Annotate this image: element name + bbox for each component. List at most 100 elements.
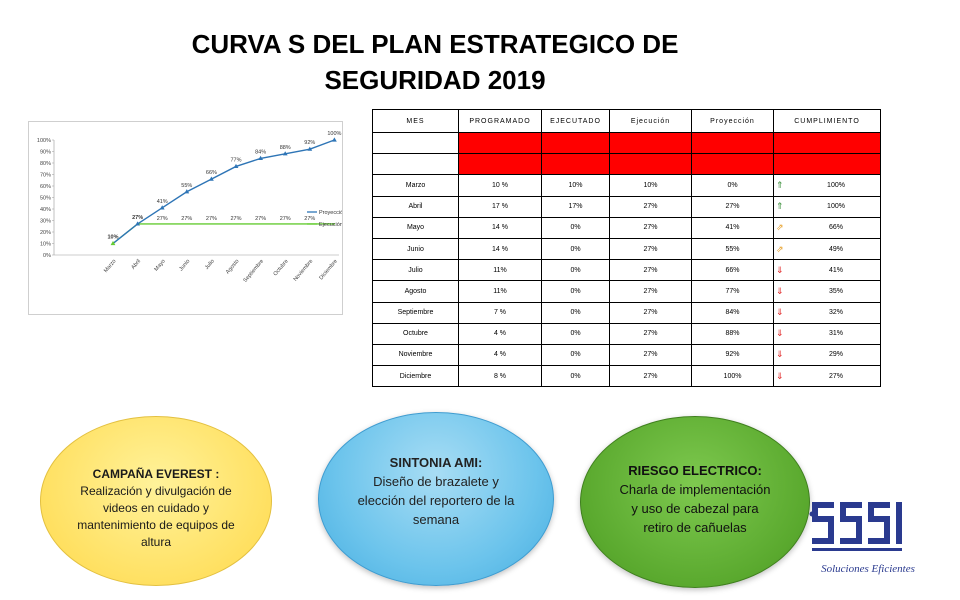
proyeccion-data-label: 84% <box>255 149 266 155</box>
ejecucion-data-label: 27% <box>230 216 241 222</box>
y-tick-label: 60% <box>40 184 51 190</box>
cumplimiento-value: 66% <box>828 224 843 232</box>
highlight-cell <box>773 153 881 176</box>
y-tick-label: 50% <box>40 196 51 202</box>
cell-cumplimiento: ⇓ 31% <box>773 322 881 345</box>
cell-proyeccion: 0% <box>691 174 774 197</box>
cumplimiento-wrap: ⇓ 29% <box>775 349 880 360</box>
cumplimiento-wrap: ⇑ 100% <box>775 180 880 190</box>
cell-ejecutado: 0% <box>541 280 610 303</box>
x-tick-label: Noviembre <box>293 258 315 282</box>
cell-mes: Julio <box>372 259 459 282</box>
cumplimiento-wrap: ⇓ 31% <box>775 329 880 338</box>
cumplimiento-value: 31% <box>828 330 843 338</box>
highlight-cell <box>372 153 459 176</box>
cell-ejecucion: 27% <box>609 195 692 218</box>
highlight-cell <box>458 131 542 155</box>
cell-ejecutado: 0% <box>541 365 610 388</box>
series-proyeccion-point <box>233 163 239 169</box>
cell-mes: Mayo <box>372 216 459 239</box>
header-proyeccion: Proyección <box>691 109 774 133</box>
bubble-riesgo-electrico: RIESGO ELECTRICO: Charla de implementaci… <box>580 416 810 588</box>
highlight-cell <box>691 131 774 155</box>
compliance-table: MES PROGRAMADO EJECUTADO Ejecución Proyecció… <box>372 109 881 388</box>
cell-ejecutado: 0% <box>541 322 610 345</box>
cell-cumplimiento: ⇗ 66% <box>773 216 881 239</box>
cell-mes: Junio <box>372 237 459 261</box>
cell-programado: 8 % <box>458 365 542 388</box>
cumplimiento-wrap: ⇓ 35% <box>775 286 880 296</box>
ejecucion-data-label: 27% <box>181 216 192 222</box>
x-tick-label: Julio <box>204 258 216 271</box>
cell-ejecucion: 27% <box>609 280 692 303</box>
table-row: Diciembre 8 % 0% 27% 100% ⇓ 27% <box>372 365 881 388</box>
table-row: Julio 11% 0% 27% 66% ⇓ 41% <box>372 259 881 282</box>
cell-proyeccion: 66% <box>691 259 774 282</box>
series-proyeccion-point <box>258 155 263 160</box>
table-row: Marzo 10 % 10% 10% 0% ⇑ 100% <box>372 174 881 197</box>
series-proyeccion-point <box>159 205 165 210</box>
cell-programado: 14 % <box>458 216 542 239</box>
cumplimiento-wrap: ⇓ 32% <box>775 308 880 317</box>
bubble-heading: CAMPAÑA EVEREST : <box>92 466 220 481</box>
cumplimiento-value: 29% <box>828 351 843 359</box>
cell-cumplimiento: ⇓ 41% <box>773 259 881 282</box>
cell-ejecutado: 0% <box>541 259 610 282</box>
y-tick-label: 100% <box>37 138 51 144</box>
x-tick-label: Diciembre <box>318 258 339 281</box>
proyeccion-data-label: 88% <box>280 145 291 151</box>
highlight-cell <box>691 153 774 176</box>
cell-programado: 7 % <box>458 301 542 324</box>
series-proyeccion-point <box>135 221 140 226</box>
series-proyeccion-point <box>184 189 190 194</box>
arrow-diag-icon: ⇗ <box>776 243 784 254</box>
y-tick-label: 40% <box>40 207 51 213</box>
proyeccion-data-label: 92% <box>304 140 315 146</box>
proyeccion-data-label: 100% <box>327 131 341 137</box>
cell-ejecucion: 27% <box>609 259 692 282</box>
cell-ejecutado: 17% <box>541 195 610 218</box>
ejecucion-data-label: 27% <box>280 216 291 222</box>
cell-ejecucion: 27% <box>609 365 692 388</box>
cell-proyeccion: 55% <box>691 237 774 261</box>
series-proyeccion-line <box>112 139 335 245</box>
cell-mes: Noviembre <box>372 343 459 367</box>
title-line-2: SEGURIDAD 2019 <box>324 65 546 95</box>
bubble-heading: SINTONIA AMI: <box>389 455 483 470</box>
header-cumplimiento: CUMPLIMIENTO <box>773 109 881 133</box>
cell-mes: Agosto <box>372 280 459 303</box>
table-body: MES PROGRAMADO EJECUTADO Ejecución Proyecció… <box>372 109 881 388</box>
highlight-cell <box>541 153 610 176</box>
highlight-cell <box>609 153 692 176</box>
cell-ejecucion: 27% <box>609 322 692 345</box>
cell-mes: Septiembre <box>372 301 459 324</box>
ejecucion-data-label: 27% <box>304 216 315 222</box>
cell-ejecucion: 27% <box>609 216 692 239</box>
y-tick-label: 30% <box>40 219 51 225</box>
highlight-row <box>372 131 881 155</box>
bubble-body: Realización y divulgación de videos en c… <box>77 483 235 549</box>
x-tick-label: Marzo <box>103 258 117 274</box>
cumplimiento-wrap: ⇓ 41% <box>775 264 880 275</box>
cell-ejecutado: 10% <box>541 174 610 197</box>
cell-cumplimiento: ⇓ 35% <box>773 280 881 303</box>
table-row: Noviembre 4 % 0% 27% 92% ⇓ 29% <box>372 343 881 367</box>
cell-programado: 10 % <box>458 174 542 197</box>
arrow-down-icon: ⇓ <box>776 349 784 360</box>
cell-programado: 4 % <box>458 343 542 367</box>
cell-ejecutado: 0% <box>541 301 610 324</box>
ejecucion-data-label: 27% <box>206 216 217 222</box>
x-tick-label: Abril <box>130 258 142 270</box>
cell-cumplimiento: ⇓ 32% <box>773 301 881 324</box>
highlight-cell <box>458 153 542 176</box>
cell-mes: Octubre <box>372 322 459 345</box>
cell-proyeccion: 77% <box>691 280 774 303</box>
ejecucion-data-label: 27% <box>255 216 266 222</box>
proyeccion-data-label: 41% <box>157 199 168 205</box>
cumplimiento-wrap: ⇗ 49% <box>775 243 880 254</box>
chart-svg: 0% 10% 20% 30% 40% 50% 60% 70% 80% 90% 100% Marzo Ab… <box>37 131 342 284</box>
series-proyeccion-point <box>332 137 337 142</box>
bubble-heading: RIESGO ELECTRICO: <box>628 463 762 478</box>
bubble-sintonia-ami: SINTONIA AMI: Diseño de brazalete y elec… <box>318 412 554 586</box>
arrow-down-icon: ⇓ <box>776 264 784 275</box>
